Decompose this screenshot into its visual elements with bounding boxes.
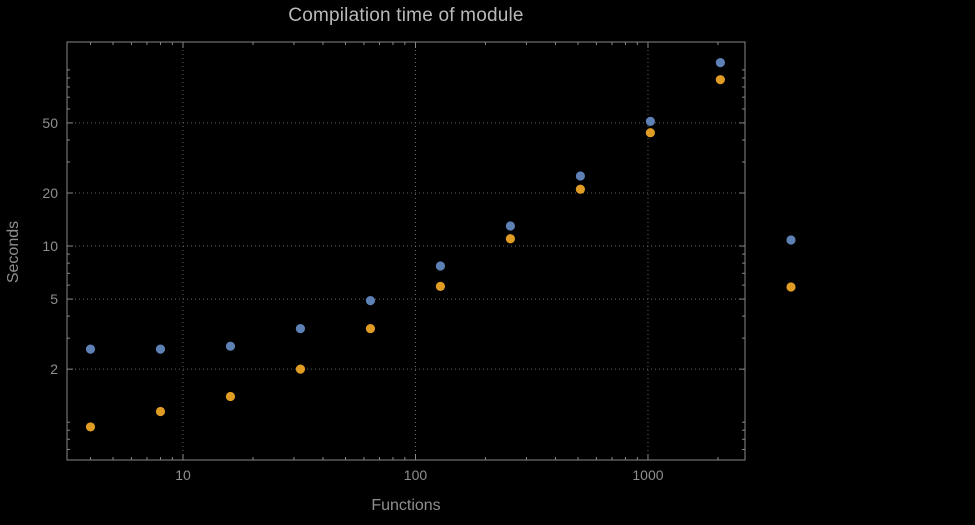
y-tick-label: 20 xyxy=(42,185,58,201)
y-tick-label: 2 xyxy=(50,361,58,377)
data-point-orange xyxy=(85,422,96,432)
data-point-blue xyxy=(575,171,585,181)
legend-marker-1 xyxy=(786,235,796,245)
data-point-blue xyxy=(365,296,376,306)
data-point-orange xyxy=(225,391,236,402)
x-tick-label: 100 xyxy=(404,467,428,483)
data-point-orange xyxy=(645,128,655,138)
data-point-orange xyxy=(155,406,166,417)
data-point-blue xyxy=(295,323,306,334)
plot-frame xyxy=(66,41,746,461)
data-point-orange xyxy=(365,323,376,334)
data-point-orange xyxy=(435,281,446,292)
data-point-orange xyxy=(505,234,516,244)
data-point-orange xyxy=(715,75,725,85)
y-tick-label: 5 xyxy=(50,291,58,307)
x-tick-label: 1000 xyxy=(632,467,663,483)
legend-marker-2 xyxy=(786,282,796,292)
data-point-blue xyxy=(715,58,725,68)
data-point-blue xyxy=(225,341,236,351)
data-point-blue xyxy=(505,221,516,231)
data-point-blue xyxy=(645,116,655,127)
data-point-orange xyxy=(295,364,306,374)
data-point-blue xyxy=(85,344,96,354)
chart-title: Compilation time of module xyxy=(288,5,524,26)
y-tick-label: 10 xyxy=(42,238,58,254)
y-tick-label: 50 xyxy=(42,115,58,131)
data-point-blue xyxy=(155,344,166,354)
x-tick-label: 10 xyxy=(175,467,191,483)
data-point-blue xyxy=(435,261,446,271)
data-point-orange xyxy=(575,184,585,194)
x-axis-label: Functions xyxy=(371,497,441,514)
